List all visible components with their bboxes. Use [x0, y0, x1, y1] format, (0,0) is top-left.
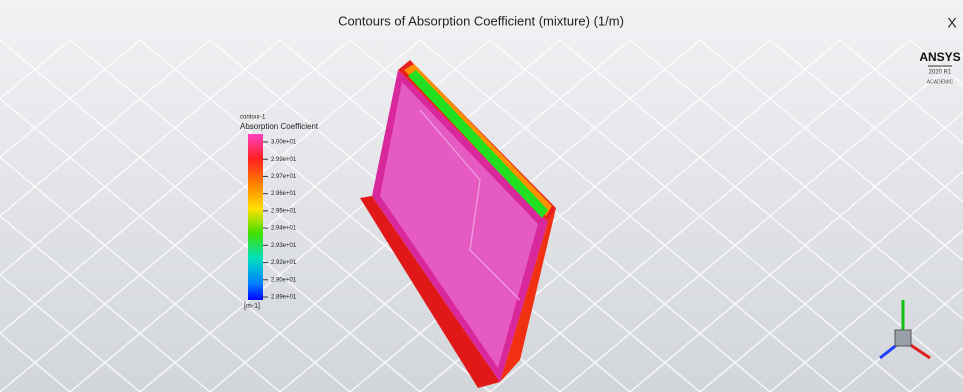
legend-name: contour-1: [240, 115, 266, 121]
legend-label: 2.93e+01: [271, 243, 297, 249]
colorbar: [248, 134, 263, 300]
triad-cube: [894, 329, 912, 347]
legend-title: Absorption Coefficient: [240, 122, 319, 131]
grid-line: [629, 112, 963, 392]
legend-label: 3.00e+01: [271, 140, 297, 146]
legend-label: 2.94e+01: [271, 226, 297, 232]
legend-label: 2.96e+01: [271, 191, 297, 197]
front-face-inner: [380, 82, 538, 368]
title: Contours of Absorption Coefficient (mixt…: [338, 13, 624, 28]
logo-edition: ACADEMIC: [927, 79, 954, 85]
legend-unit: [m-1]: [244, 303, 260, 310]
contour-line: [419, 109, 521, 301]
top-stripe-green: [408, 70, 548, 218]
logo: ANSYS: [919, 50, 960, 64]
legend-label: 2.95e+01: [271, 208, 297, 214]
legend-label: 2.90e+01: [271, 277, 297, 283]
logo-version: 2020 R1: [929, 70, 952, 76]
grid-line: [769, 229, 963, 392]
legend-labels: 3.00e+01 2.99e+01 2.97e+01 2.96e+01 2.95e+01…: [263, 140, 297, 301]
close-button[interactable]: X: [947, 15, 957, 31]
legend-label: 2.99e+01: [271, 157, 297, 163]
legend-label: 2.89e+01: [271, 295, 297, 301]
legend-label: 2.97e+01: [271, 174, 297, 180]
grid-line: [769, 39, 963, 203]
contour-body: [360, 60, 556, 388]
legend-label: 2.92e+01: [271, 260, 297, 266]
grid-line: [839, 39, 963, 144]
axis-triad: [879, 300, 931, 360]
end-face: [500, 208, 556, 382]
grid-line: [699, 170, 963, 392]
side-face: [360, 196, 500, 388]
